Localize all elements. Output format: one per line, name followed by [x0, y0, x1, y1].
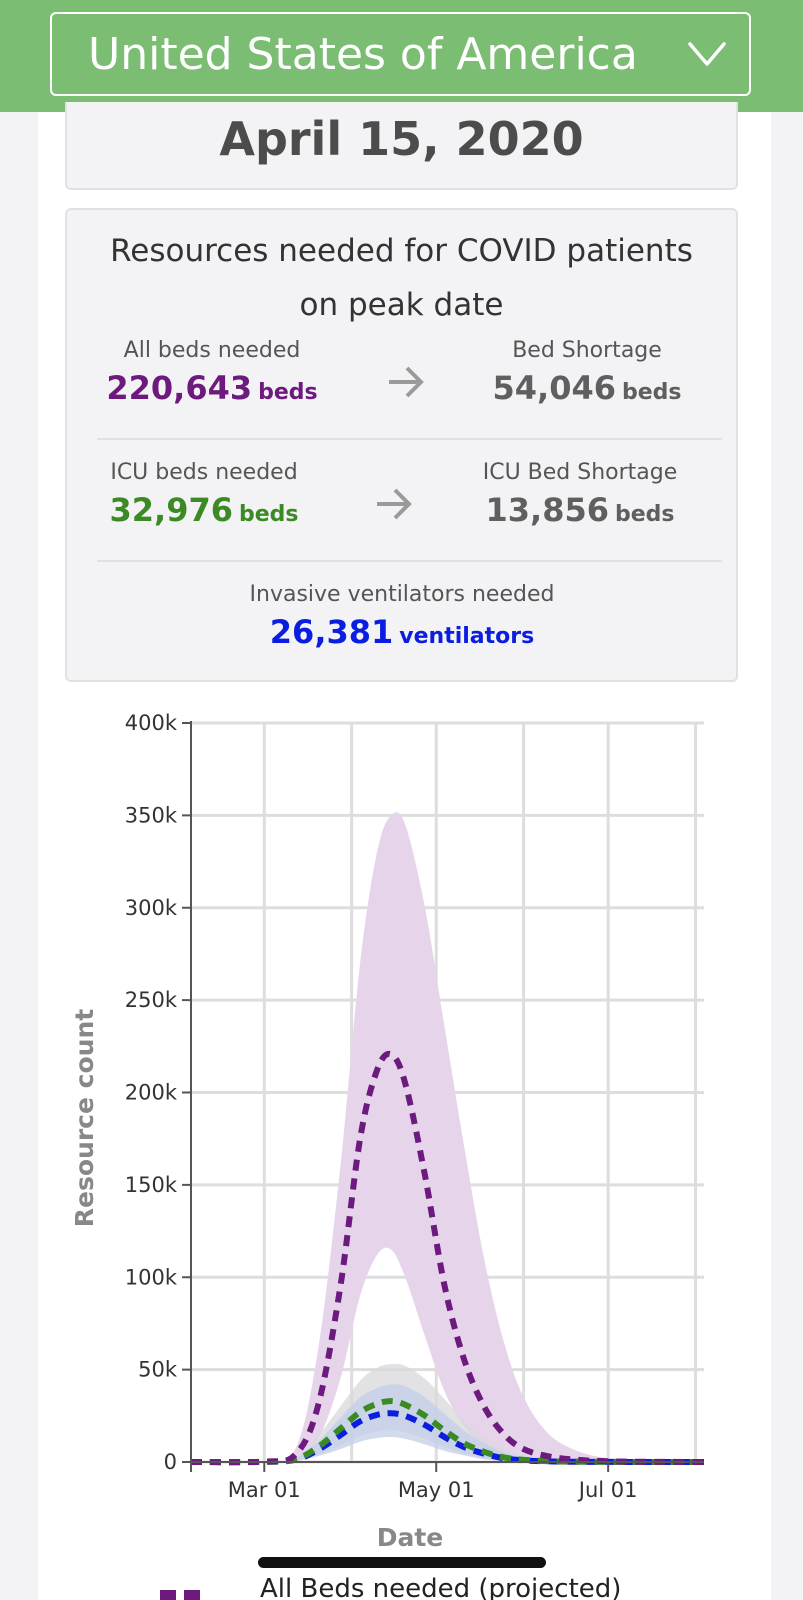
icu-shortage-value: 13,856 beds: [435, 491, 725, 529]
divider: [97, 438, 722, 440]
icu-bed-shortage: ICU Bed Shortage 13,856 beds: [435, 460, 725, 529]
divider: [97, 560, 722, 562]
bed-shortage: Bed Shortage 54,046 beds: [442, 338, 732, 407]
peak-date-box: April 15, 2020: [65, 102, 738, 190]
all-beds-unit: beds: [258, 380, 318, 405]
arrow-right-icon: [389, 366, 424, 398]
icu-beds-needed: ICU beds needed 32,976 beds: [59, 460, 349, 529]
icu-beds-unit: beds: [238, 502, 299, 527]
icu-row: ICU beds needed 32,976 beds ICU Bed Short…: [67, 460, 736, 560]
ventilators-needed: Invasive ventilators needed 26,381 ventil…: [247, 582, 557, 651]
ventilators-unit: ventilators: [399, 624, 535, 649]
ventilators-number: 26,381: [269, 613, 394, 651]
bed-shortage-number: 54,046: [492, 369, 616, 407]
resource-chart: 0 50k 100k 150k 200k 250k 300k 350k 400k Mar 01 Ma…: [70, 711, 705, 1552]
bed-shortage-unit: beds: [621, 380, 682, 405]
top-bar: United States of America: [0, 0, 803, 112]
icu-shortage-label: ICU Bed Shortage: [482, 460, 678, 485]
all-beds-label: All beds needed: [123, 338, 301, 363]
country-dropdown-value: United States of America: [88, 28, 638, 80]
uncertainty-band: [191, 812, 704, 1463]
all-beds-value: 220,643 beds: [67, 369, 357, 407]
y-tick-label: 400k: [125, 711, 178, 735]
x-axis-title: Date: [377, 1523, 444, 1552]
icu-beds-value: 32,976 beds: [59, 491, 349, 529]
all-beds-number: 220,643: [106, 369, 253, 407]
y-tick-label: 100k: [125, 1265, 178, 1289]
x-tick-label: May 01: [398, 1478, 475, 1502]
uncertainty-band: [191, 1363, 704, 1463]
icu-shortage-unit: beds: [614, 502, 675, 527]
chart-legend[interactable]: All Beds needed (projected): [160, 1576, 780, 1600]
legend-swatch: [184, 1590, 200, 1600]
ventilators-value: 26,381 ventilators: [247, 613, 557, 651]
y-tick-label: 250k: [125, 988, 178, 1012]
country-dropdown[interactable]: United States of America: [50, 12, 751, 96]
x-tick-label: Jul 01: [577, 1478, 638, 1502]
arrow-right-icon: [377, 488, 412, 520]
y-tick-label: 0: [164, 1450, 177, 1474]
bed-shortage-value: 54,046 beds: [442, 369, 732, 407]
chevron-down-icon: [688, 42, 726, 66]
peak-date: April 15, 2020: [219, 112, 584, 166]
y-tick-label: 200k: [125, 1081, 178, 1105]
y-tick-label: 300k: [125, 896, 178, 920]
y-axis-title: Resource count: [70, 1009, 99, 1227]
bed-shortage-label: Bed Shortage: [512, 338, 662, 363]
legend-swatch: [160, 1590, 176, 1600]
series-line: [190, 1050, 705, 1466]
x-tick-label: Mar 01: [228, 1478, 301, 1502]
home-indicator: [258, 1557, 546, 1568]
icu-beds-label: ICU beds needed: [110, 460, 298, 485]
y-tick-label: 350k: [125, 803, 178, 827]
ventilators-label: Invasive ventilators needed: [249, 582, 555, 607]
series-line: [190, 1398, 705, 1466]
resources-panel: Resources needed for COVID patients on p…: [65, 208, 738, 682]
all-beds-needed: All beds needed 220,643 beds: [67, 338, 357, 407]
y-tick-label: 50k: [138, 1358, 178, 1382]
icu-shortage-number: 13,856: [485, 491, 609, 529]
y-tick-label: 150k: [125, 1173, 178, 1197]
legend-label: All Beds needed (projected): [260, 1576, 622, 1600]
resources-heading: Resources needed for COVID patients on p…: [110, 233, 693, 323]
icu-beds-number: 32,976: [109, 491, 233, 529]
ventilator-row: Invasive ventilators needed 26,381 ventil…: [67, 582, 736, 682]
beds-row: All beds needed 220,643 beds Bed Shortage…: [67, 338, 736, 438]
